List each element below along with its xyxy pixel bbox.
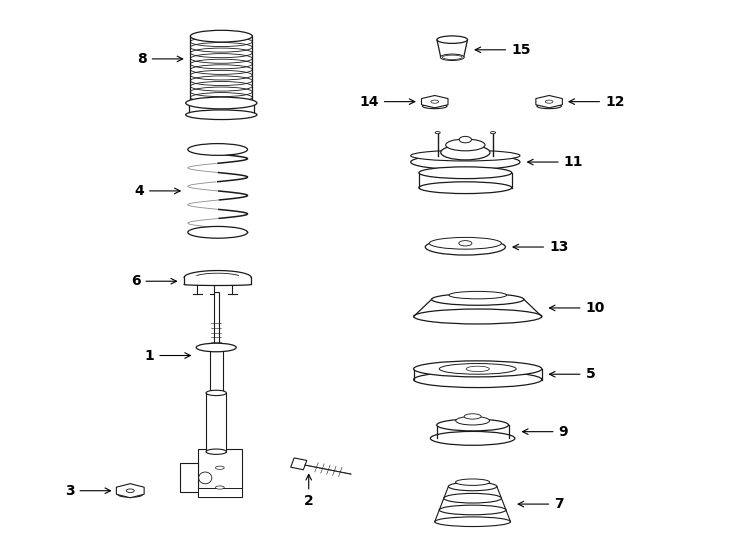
- Ellipse shape: [432, 294, 524, 305]
- Bar: [198, 488, 241, 497]
- Text: 6: 6: [131, 274, 176, 288]
- Polygon shape: [421, 96, 448, 108]
- Polygon shape: [117, 484, 144, 498]
- Text: 1: 1: [145, 348, 190, 362]
- Text: 5: 5: [550, 367, 595, 381]
- Bar: [190, 36, 252, 103]
- Ellipse shape: [429, 238, 501, 249]
- Ellipse shape: [199, 472, 212, 484]
- Ellipse shape: [537, 104, 562, 109]
- Bar: [198, 449, 241, 497]
- Ellipse shape: [440, 54, 464, 60]
- Text: 9: 9: [523, 424, 568, 438]
- Ellipse shape: [411, 150, 520, 161]
- Ellipse shape: [186, 97, 257, 109]
- Ellipse shape: [206, 390, 226, 396]
- Text: 4: 4: [134, 184, 180, 198]
- Ellipse shape: [437, 419, 509, 431]
- Ellipse shape: [430, 431, 515, 446]
- Text: 14: 14: [360, 94, 415, 109]
- Text: 13: 13: [513, 240, 569, 254]
- Ellipse shape: [423, 104, 447, 109]
- Ellipse shape: [414, 372, 542, 388]
- Ellipse shape: [190, 30, 252, 42]
- Text: 10: 10: [550, 301, 605, 315]
- Text: 3: 3: [65, 484, 111, 498]
- Ellipse shape: [411, 154, 520, 170]
- Ellipse shape: [456, 479, 490, 485]
- Polygon shape: [291, 458, 307, 470]
- Ellipse shape: [437, 36, 468, 43]
- Ellipse shape: [216, 466, 224, 469]
- Ellipse shape: [456, 416, 490, 425]
- Bar: [214, 293, 219, 345]
- Ellipse shape: [414, 309, 542, 324]
- Text: 7: 7: [518, 497, 564, 511]
- Ellipse shape: [188, 144, 247, 156]
- Ellipse shape: [414, 361, 542, 377]
- Ellipse shape: [446, 139, 485, 151]
- Polygon shape: [536, 96, 562, 108]
- Ellipse shape: [186, 110, 257, 119]
- Ellipse shape: [440, 145, 490, 160]
- Text: 2: 2: [304, 475, 313, 509]
- Ellipse shape: [419, 167, 512, 179]
- Ellipse shape: [196, 343, 236, 352]
- Ellipse shape: [444, 494, 501, 503]
- Ellipse shape: [464, 414, 481, 419]
- Bar: [210, 345, 222, 393]
- Ellipse shape: [490, 132, 495, 134]
- Ellipse shape: [216, 486, 224, 489]
- Text: 12: 12: [569, 94, 625, 109]
- Ellipse shape: [439, 363, 516, 374]
- Bar: [180, 463, 198, 492]
- Ellipse shape: [448, 482, 497, 491]
- Ellipse shape: [439, 505, 506, 515]
- Ellipse shape: [459, 137, 471, 143]
- Text: 15: 15: [475, 43, 531, 57]
- Ellipse shape: [435, 132, 440, 134]
- Ellipse shape: [419, 182, 512, 193]
- Ellipse shape: [449, 292, 506, 299]
- Bar: [206, 393, 226, 452]
- Ellipse shape: [188, 226, 247, 238]
- Text: 8: 8: [137, 52, 183, 66]
- Ellipse shape: [206, 449, 226, 454]
- Ellipse shape: [459, 241, 472, 246]
- Ellipse shape: [118, 492, 142, 497]
- Polygon shape: [437, 39, 468, 57]
- Ellipse shape: [435, 517, 511, 526]
- Text: 11: 11: [528, 155, 584, 169]
- Ellipse shape: [425, 239, 506, 255]
